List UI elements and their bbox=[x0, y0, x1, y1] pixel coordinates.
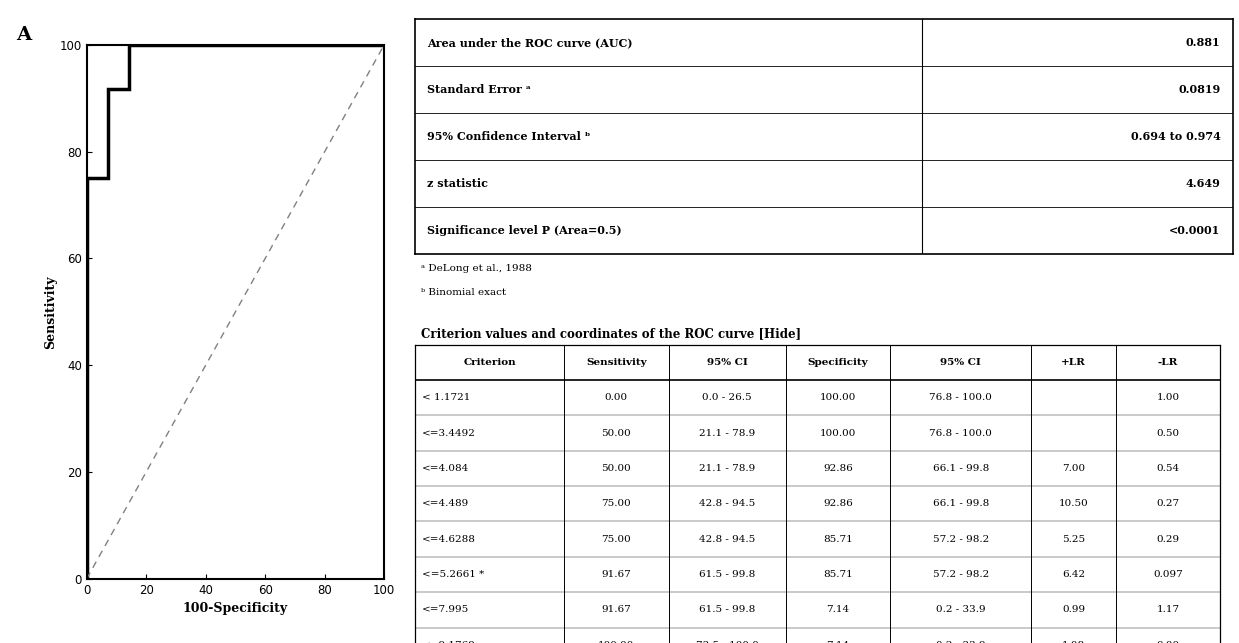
Text: Significance level P (Area=0.5): Significance level P (Area=0.5) bbox=[427, 225, 622, 236]
Text: 1.00: 1.00 bbox=[1156, 394, 1180, 402]
Text: 73.5 - 100.0: 73.5 - 100.0 bbox=[696, 641, 758, 643]
Text: 91.67: 91.67 bbox=[601, 606, 632, 614]
Text: 10.50: 10.50 bbox=[1058, 500, 1088, 508]
Text: 0.2 - 33.9: 0.2 - 33.9 bbox=[935, 641, 985, 643]
Text: 57.2 - 98.2: 57.2 - 98.2 bbox=[933, 535, 989, 543]
Text: 100.00: 100.00 bbox=[598, 641, 634, 643]
Text: 61.5 - 99.8: 61.5 - 99.8 bbox=[699, 570, 756, 579]
Text: 1.17: 1.17 bbox=[1156, 606, 1180, 614]
Text: <=4.084: <=4.084 bbox=[421, 464, 468, 473]
Text: <=7.995: <=7.995 bbox=[421, 606, 468, 614]
Text: Sensitivity: Sensitivity bbox=[586, 358, 647, 367]
Text: 0.881: 0.881 bbox=[1186, 37, 1220, 48]
Text: 7.14: 7.14 bbox=[826, 641, 850, 643]
Text: Standard Error ᵃ: Standard Error ᵃ bbox=[427, 84, 532, 95]
X-axis label: 100-Specificity: 100-Specificity bbox=[183, 602, 287, 615]
Text: 0.99: 0.99 bbox=[1062, 606, 1085, 614]
Text: <=9.1769: <=9.1769 bbox=[421, 641, 476, 643]
Text: 75.00: 75.00 bbox=[601, 535, 632, 543]
Text: Criterion: Criterion bbox=[463, 358, 515, 367]
Text: 0.694 to 0.974: 0.694 to 0.974 bbox=[1131, 131, 1220, 142]
Text: 57.2 - 98.2: 57.2 - 98.2 bbox=[933, 570, 989, 579]
Text: 0.50: 0.50 bbox=[1156, 429, 1180, 437]
Text: 50.00: 50.00 bbox=[601, 429, 632, 437]
Text: 0.00: 0.00 bbox=[1156, 641, 1180, 643]
Text: <=4.6288: <=4.6288 bbox=[421, 535, 476, 543]
Text: 61.5 - 99.8: 61.5 - 99.8 bbox=[699, 606, 756, 614]
Text: 50.00: 50.00 bbox=[601, 464, 632, 473]
Text: 92.86: 92.86 bbox=[823, 500, 852, 508]
Text: 0.0 - 26.5: 0.0 - 26.5 bbox=[703, 394, 752, 402]
Text: 100.00: 100.00 bbox=[820, 429, 856, 437]
Text: 91.67: 91.67 bbox=[601, 570, 632, 579]
Text: 21.1 - 78.9: 21.1 - 78.9 bbox=[699, 464, 756, 473]
Text: 7.00: 7.00 bbox=[1062, 464, 1085, 473]
Text: 1.08: 1.08 bbox=[1062, 641, 1085, 643]
Text: -LR: -LR bbox=[1158, 358, 1178, 367]
Text: ᵇ Binomial exact: ᵇ Binomial exact bbox=[421, 288, 507, 297]
Text: 0.097: 0.097 bbox=[1154, 570, 1183, 579]
Text: 95% CI: 95% CI bbox=[940, 358, 981, 367]
Text: A: A bbox=[16, 26, 31, 44]
Text: 42.8 - 94.5: 42.8 - 94.5 bbox=[699, 535, 756, 543]
Text: 76.8 - 100.0: 76.8 - 100.0 bbox=[929, 429, 992, 437]
Text: 42.8 - 94.5: 42.8 - 94.5 bbox=[699, 500, 756, 508]
Text: <=4.489: <=4.489 bbox=[421, 500, 468, 508]
Text: 0.00: 0.00 bbox=[605, 394, 628, 402]
Text: Specificity: Specificity bbox=[808, 358, 869, 367]
Text: z statistic: z statistic bbox=[427, 178, 488, 189]
Text: 4.649: 4.649 bbox=[1186, 178, 1220, 189]
Text: ᵃ DeLong et al., 1988: ᵃ DeLong et al., 1988 bbox=[421, 264, 532, 273]
Text: 85.71: 85.71 bbox=[823, 570, 852, 579]
Text: Criterion values and coordinates of the ROC curve [Hide]: Criterion values and coordinates of the … bbox=[421, 327, 802, 340]
Text: 100.00: 100.00 bbox=[820, 394, 856, 402]
Text: 66.1 - 99.8: 66.1 - 99.8 bbox=[933, 464, 989, 473]
Text: 92.86: 92.86 bbox=[823, 464, 852, 473]
Text: 0.2 - 33.9: 0.2 - 33.9 bbox=[935, 606, 985, 614]
Text: 0.54: 0.54 bbox=[1156, 464, 1180, 473]
Text: 85.71: 85.71 bbox=[823, 535, 852, 543]
Text: <=3.4492: <=3.4492 bbox=[421, 429, 476, 437]
Text: 21.1 - 78.9: 21.1 - 78.9 bbox=[699, 429, 756, 437]
Text: <=5.2661 *: <=5.2661 * bbox=[421, 570, 483, 579]
Text: 76.8 - 100.0: 76.8 - 100.0 bbox=[929, 394, 992, 402]
Text: 0.0819: 0.0819 bbox=[1178, 84, 1220, 95]
Text: Area under the ROC curve (AUC): Area under the ROC curve (AUC) bbox=[427, 37, 633, 48]
Text: 6.42: 6.42 bbox=[1062, 570, 1085, 579]
Text: +LR: +LR bbox=[1061, 358, 1085, 367]
Text: 95% CI: 95% CI bbox=[706, 358, 747, 367]
Text: < 1.1721: < 1.1721 bbox=[421, 394, 470, 402]
Text: 75.00: 75.00 bbox=[601, 500, 632, 508]
Text: <0.0001: <0.0001 bbox=[1170, 225, 1220, 236]
Text: 66.1 - 99.8: 66.1 - 99.8 bbox=[933, 500, 989, 508]
Text: 7.14: 7.14 bbox=[826, 606, 850, 614]
Text: 95% Confidence Interval ᵇ: 95% Confidence Interval ᵇ bbox=[427, 131, 591, 142]
Text: 0.27: 0.27 bbox=[1156, 500, 1180, 508]
Text: 5.25: 5.25 bbox=[1062, 535, 1085, 543]
Text: 0.29: 0.29 bbox=[1156, 535, 1180, 543]
Y-axis label: Sensitivity: Sensitivity bbox=[43, 275, 57, 349]
